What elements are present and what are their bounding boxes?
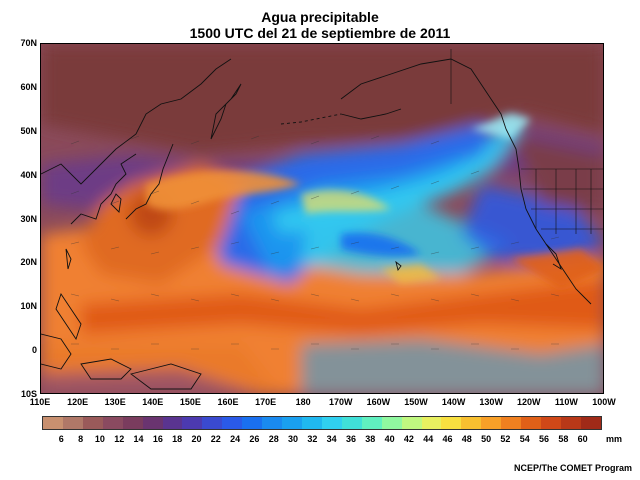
colorbar-tick-label: 38	[365, 434, 376, 444]
colorbar-swatch	[481, 417, 502, 429]
lon-label: 170E	[255, 397, 277, 407]
lat-label: 60N	[20, 81, 37, 92]
colorbar-swatch	[521, 417, 542, 429]
colorbar-swatch	[82, 417, 103, 429]
colorbar-swatch	[282, 417, 302, 429]
colorbar-tick-label: 50	[481, 434, 492, 444]
lon-label: 110E	[29, 397, 51, 407]
lon-label: 180	[295, 397, 311, 407]
detail-field	[146, 114, 603, 289]
colorbar-tick-label: 20	[191, 434, 202, 444]
colorbar-swatch	[541, 417, 561, 429]
lon-label: 110W	[554, 397, 578, 407]
lon-label: 140W	[441, 397, 466, 407]
lat-label: 10S	[20, 389, 37, 399]
map-title: Agua precipitable	[261, 9, 379, 25]
colorbar-swatch	[461, 417, 482, 429]
us-state-borders	[450, 49, 603, 234]
lat-label: 40N	[20, 169, 37, 180]
colorbar-tick-label: 32	[307, 434, 318, 444]
coastlines	[41, 58, 592, 390]
colorbar-swatch	[341, 417, 362, 429]
colorbar-swatch	[222, 417, 243, 429]
colorbar-tick-label: 18	[172, 434, 183, 444]
colorbar	[42, 416, 602, 430]
lat-label: 70N	[20, 38, 37, 48]
colorbar-swatch	[142, 417, 163, 429]
colorbar-tick-label: 6	[58, 434, 64, 444]
colorbar-swatch	[62, 417, 83, 429]
colorbar-swatch	[401, 417, 422, 429]
colorbar-tick-label: 34	[326, 434, 337, 444]
colorbar-tick-label: 26	[249, 434, 260, 444]
colorbar-swatch	[301, 417, 322, 429]
colorbar-swatch	[242, 417, 263, 429]
lon-label: 150W	[404, 397, 428, 407]
lat-label: 30N	[20, 213, 37, 224]
colorbar-swatch	[421, 417, 442, 429]
colorbar-swatch	[361, 417, 382, 429]
lon-label: 160W	[366, 397, 391, 407]
colorbar-tick-label: 54	[519, 434, 530, 444]
colorbar-tick-label: 36	[345, 434, 356, 444]
colorbar-tick-label: 52	[500, 434, 511, 444]
colorbar-tick-label: 58	[558, 434, 569, 444]
colorbar-tick-label: 28	[268, 434, 279, 444]
lat-label: 0	[31, 345, 37, 356]
colorbar-tick-label: 24	[230, 434, 241, 444]
colorbar-units: mm	[606, 434, 623, 444]
colorbar-tick-label: 8	[78, 434, 84, 444]
precipitable-water-map	[40, 43, 604, 394]
colorbar-tick-label: 42	[403, 434, 414, 444]
colorbar-swatch	[202, 417, 223, 429]
colorbar-tick-label: 22	[210, 434, 221, 444]
lon-label: 170W	[329, 397, 353, 407]
lon-label: 160E	[217, 397, 239, 407]
wind-barbs	[70, 135, 560, 350]
lon-label: 100W	[592, 397, 616, 407]
lon-label: 120E	[67, 397, 89, 407]
colorbar-tick-label: 16	[152, 434, 163, 444]
lat-label: 20N	[20, 257, 37, 268]
lat-label: 10N	[20, 301, 37, 312]
colorbar-swatch	[501, 417, 522, 429]
colorbar-swatch	[122, 417, 143, 429]
credit-text: NCEP/The COMET Program	[513, 463, 632, 473]
lon-label: 120W	[517, 397, 541, 407]
map-svg	[41, 44, 603, 393]
colorbar-swatch	[102, 417, 123, 429]
colorbar-tick-label: 40	[384, 434, 395, 444]
moisture-field	[41, 44, 603, 393]
colorbar-swatch	[262, 417, 283, 429]
colorbar-tick-label: 46	[442, 434, 453, 444]
colorbar-tick-label: 48	[461, 434, 472, 444]
lon-label: 130W	[479, 397, 503, 407]
colorbar-tick-label: 30	[288, 434, 299, 444]
colorbar-swatch	[162, 417, 183, 429]
colorbar-tick-label: 14	[133, 434, 144, 444]
colorbar-tick-label: 10	[94, 434, 105, 444]
lon-label: 130E	[104, 397, 126, 407]
colorbar-tick-label: 60	[577, 434, 588, 444]
colorbar-tick-label: 56	[539, 434, 550, 444]
colorbar-swatch	[43, 417, 63, 429]
colorbar-swatch	[580, 417, 601, 429]
colorbar-swatch	[441, 417, 462, 429]
lon-label: 140E	[142, 397, 164, 407]
colorbar-tick-label: 12	[114, 434, 125, 444]
lat-label: 50N	[20, 125, 37, 136]
colorbar-swatch	[560, 417, 581, 429]
map-subtitle: 1500 UTC del 21 de septiembre de 2011	[189, 25, 451, 41]
colorbar-tick-label: 44	[423, 434, 434, 444]
colorbar-swatch	[321, 417, 342, 429]
colorbar-swatch	[381, 417, 402, 429]
lon-label: 150E	[179, 397, 201, 407]
colorbar-swatch	[182, 417, 203, 429]
